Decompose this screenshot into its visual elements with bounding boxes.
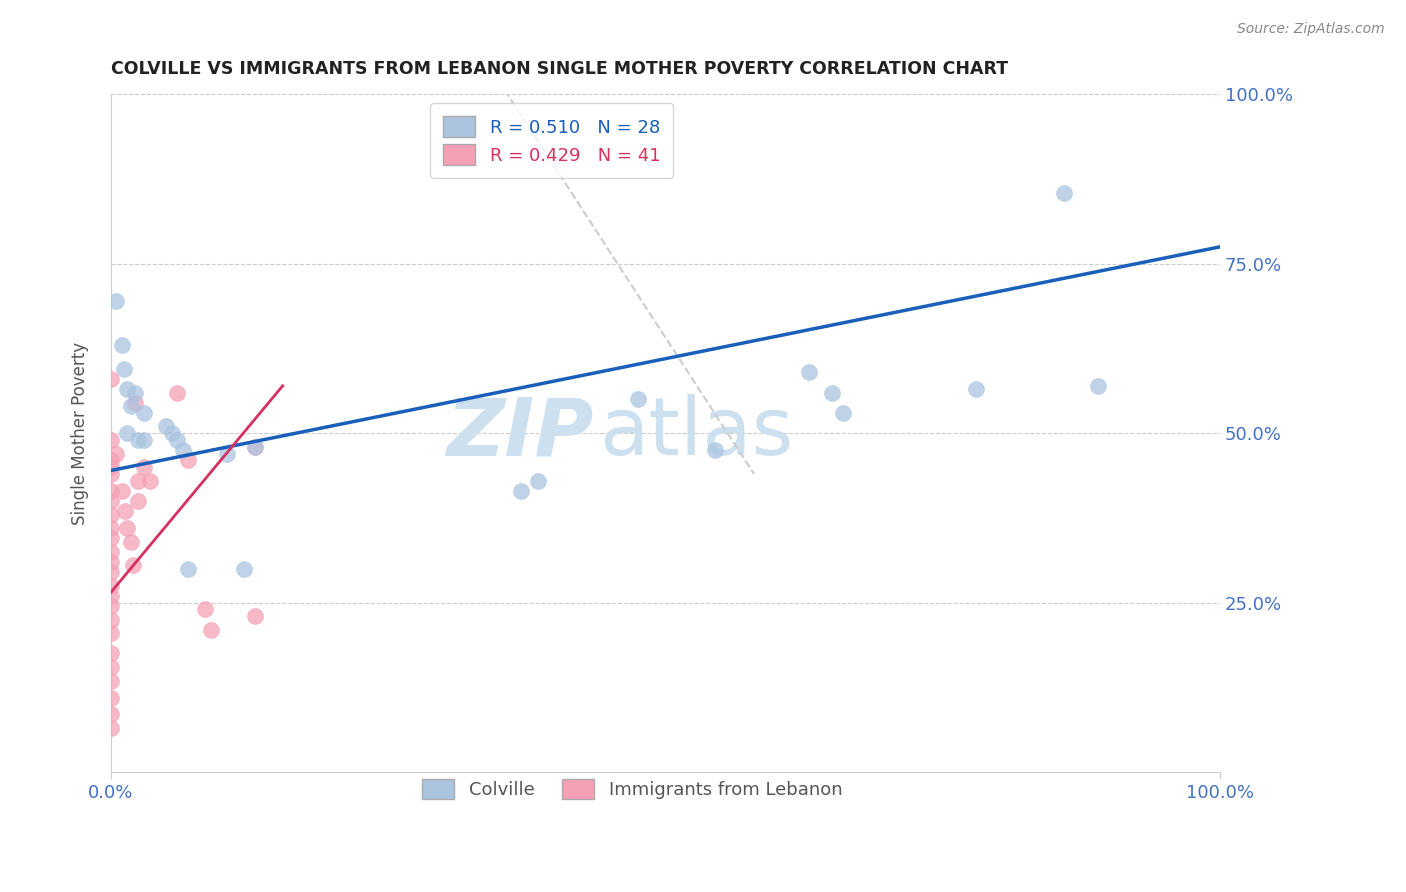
Point [124,385,146,400]
Point [100,660,122,674]
Point [117,382,139,396]
Point [1053,186,1076,200]
Point [510,483,533,498]
Point [120,399,142,413]
Point [100,508,122,522]
Point [120,534,142,549]
Text: COLVILLE VS IMMIGRANTS FROM LEBANON SINGLE MOTHER POVERTY CORRELATION CHART: COLVILLE VS IMMIGRANTS FROM LEBANON SING… [111,60,1008,78]
Point [704,443,727,458]
Point [100,626,122,640]
Point [100,647,122,661]
Point [100,545,122,559]
Point [100,707,122,722]
Point [117,521,139,535]
Point [132,406,155,420]
Text: atlas: atlas [599,394,793,472]
Point [626,392,648,407]
Legend: Colville, Immigrants from Lebanon: Colville, Immigrants from Lebanon [408,764,856,814]
Point [243,609,266,624]
Point [100,531,122,545]
Point [100,521,122,535]
Point [172,443,194,458]
Text: ZIP: ZIP [446,394,593,472]
Point [799,365,821,379]
Point [128,433,150,447]
Point [105,447,128,461]
Point [132,433,155,447]
Point [831,406,853,420]
Point [100,613,122,627]
Point [100,673,122,688]
Point [100,589,122,603]
Point [526,474,548,488]
Point [138,474,160,488]
Point [965,382,987,396]
Point [100,579,122,593]
Point [100,690,122,705]
Point [112,362,135,376]
Point [243,440,266,454]
Point [243,440,266,454]
Point [105,294,128,309]
Text: Source: ZipAtlas.com: Source: ZipAtlas.com [1237,22,1385,37]
Point [128,494,150,508]
Point [100,555,122,569]
Point [122,558,145,573]
Point [166,433,188,447]
Point [194,602,217,616]
Point [232,562,254,576]
Point [111,338,134,352]
Point [166,385,188,400]
Point [100,599,122,613]
Point [100,372,122,386]
Point [820,385,842,400]
Point [177,453,200,467]
Point [100,460,122,475]
Point [155,419,177,434]
Point [100,494,122,508]
Y-axis label: Single Mother Poverty: Single Mother Poverty [72,342,89,524]
Point [111,483,134,498]
Point [124,396,146,410]
Point [1087,379,1109,393]
Point [132,460,155,475]
Point [117,426,139,441]
Point [100,467,122,481]
Point [114,504,136,518]
Point [100,453,122,467]
Point [100,483,122,498]
Point [100,565,122,579]
Point [128,474,150,488]
Point [217,447,239,461]
Point [177,562,200,576]
Point [100,721,122,735]
Point [100,433,122,447]
Point [160,426,183,441]
Point [200,623,222,637]
